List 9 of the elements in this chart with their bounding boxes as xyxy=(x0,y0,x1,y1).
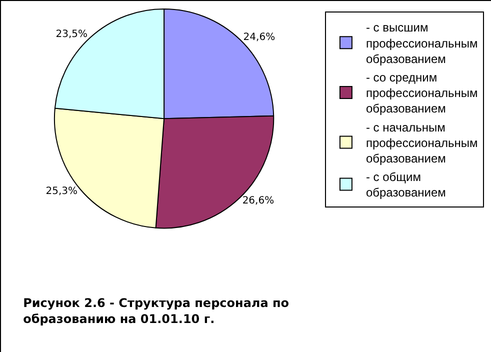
text: Рисунок 2.6 - Структура персонала по образованию на 01.01.10 г. xyxy=(23,296,290,326)
data-label: 24,6% xyxy=(243,32,276,43)
legend-label: - с общим образованием xyxy=(366,170,446,200)
data-label: 23,5% xyxy=(56,29,88,40)
legend-label: - со средним профессиональным образованием xyxy=(366,70,478,116)
legend-label: - с начальным профессиональным образованием xyxy=(366,120,478,166)
data-label: 25,3% xyxy=(46,186,78,198)
data-label: 26,6% xyxy=(242,195,274,206)
legend-label: - с высшим профессиональным образованием xyxy=(366,20,478,66)
